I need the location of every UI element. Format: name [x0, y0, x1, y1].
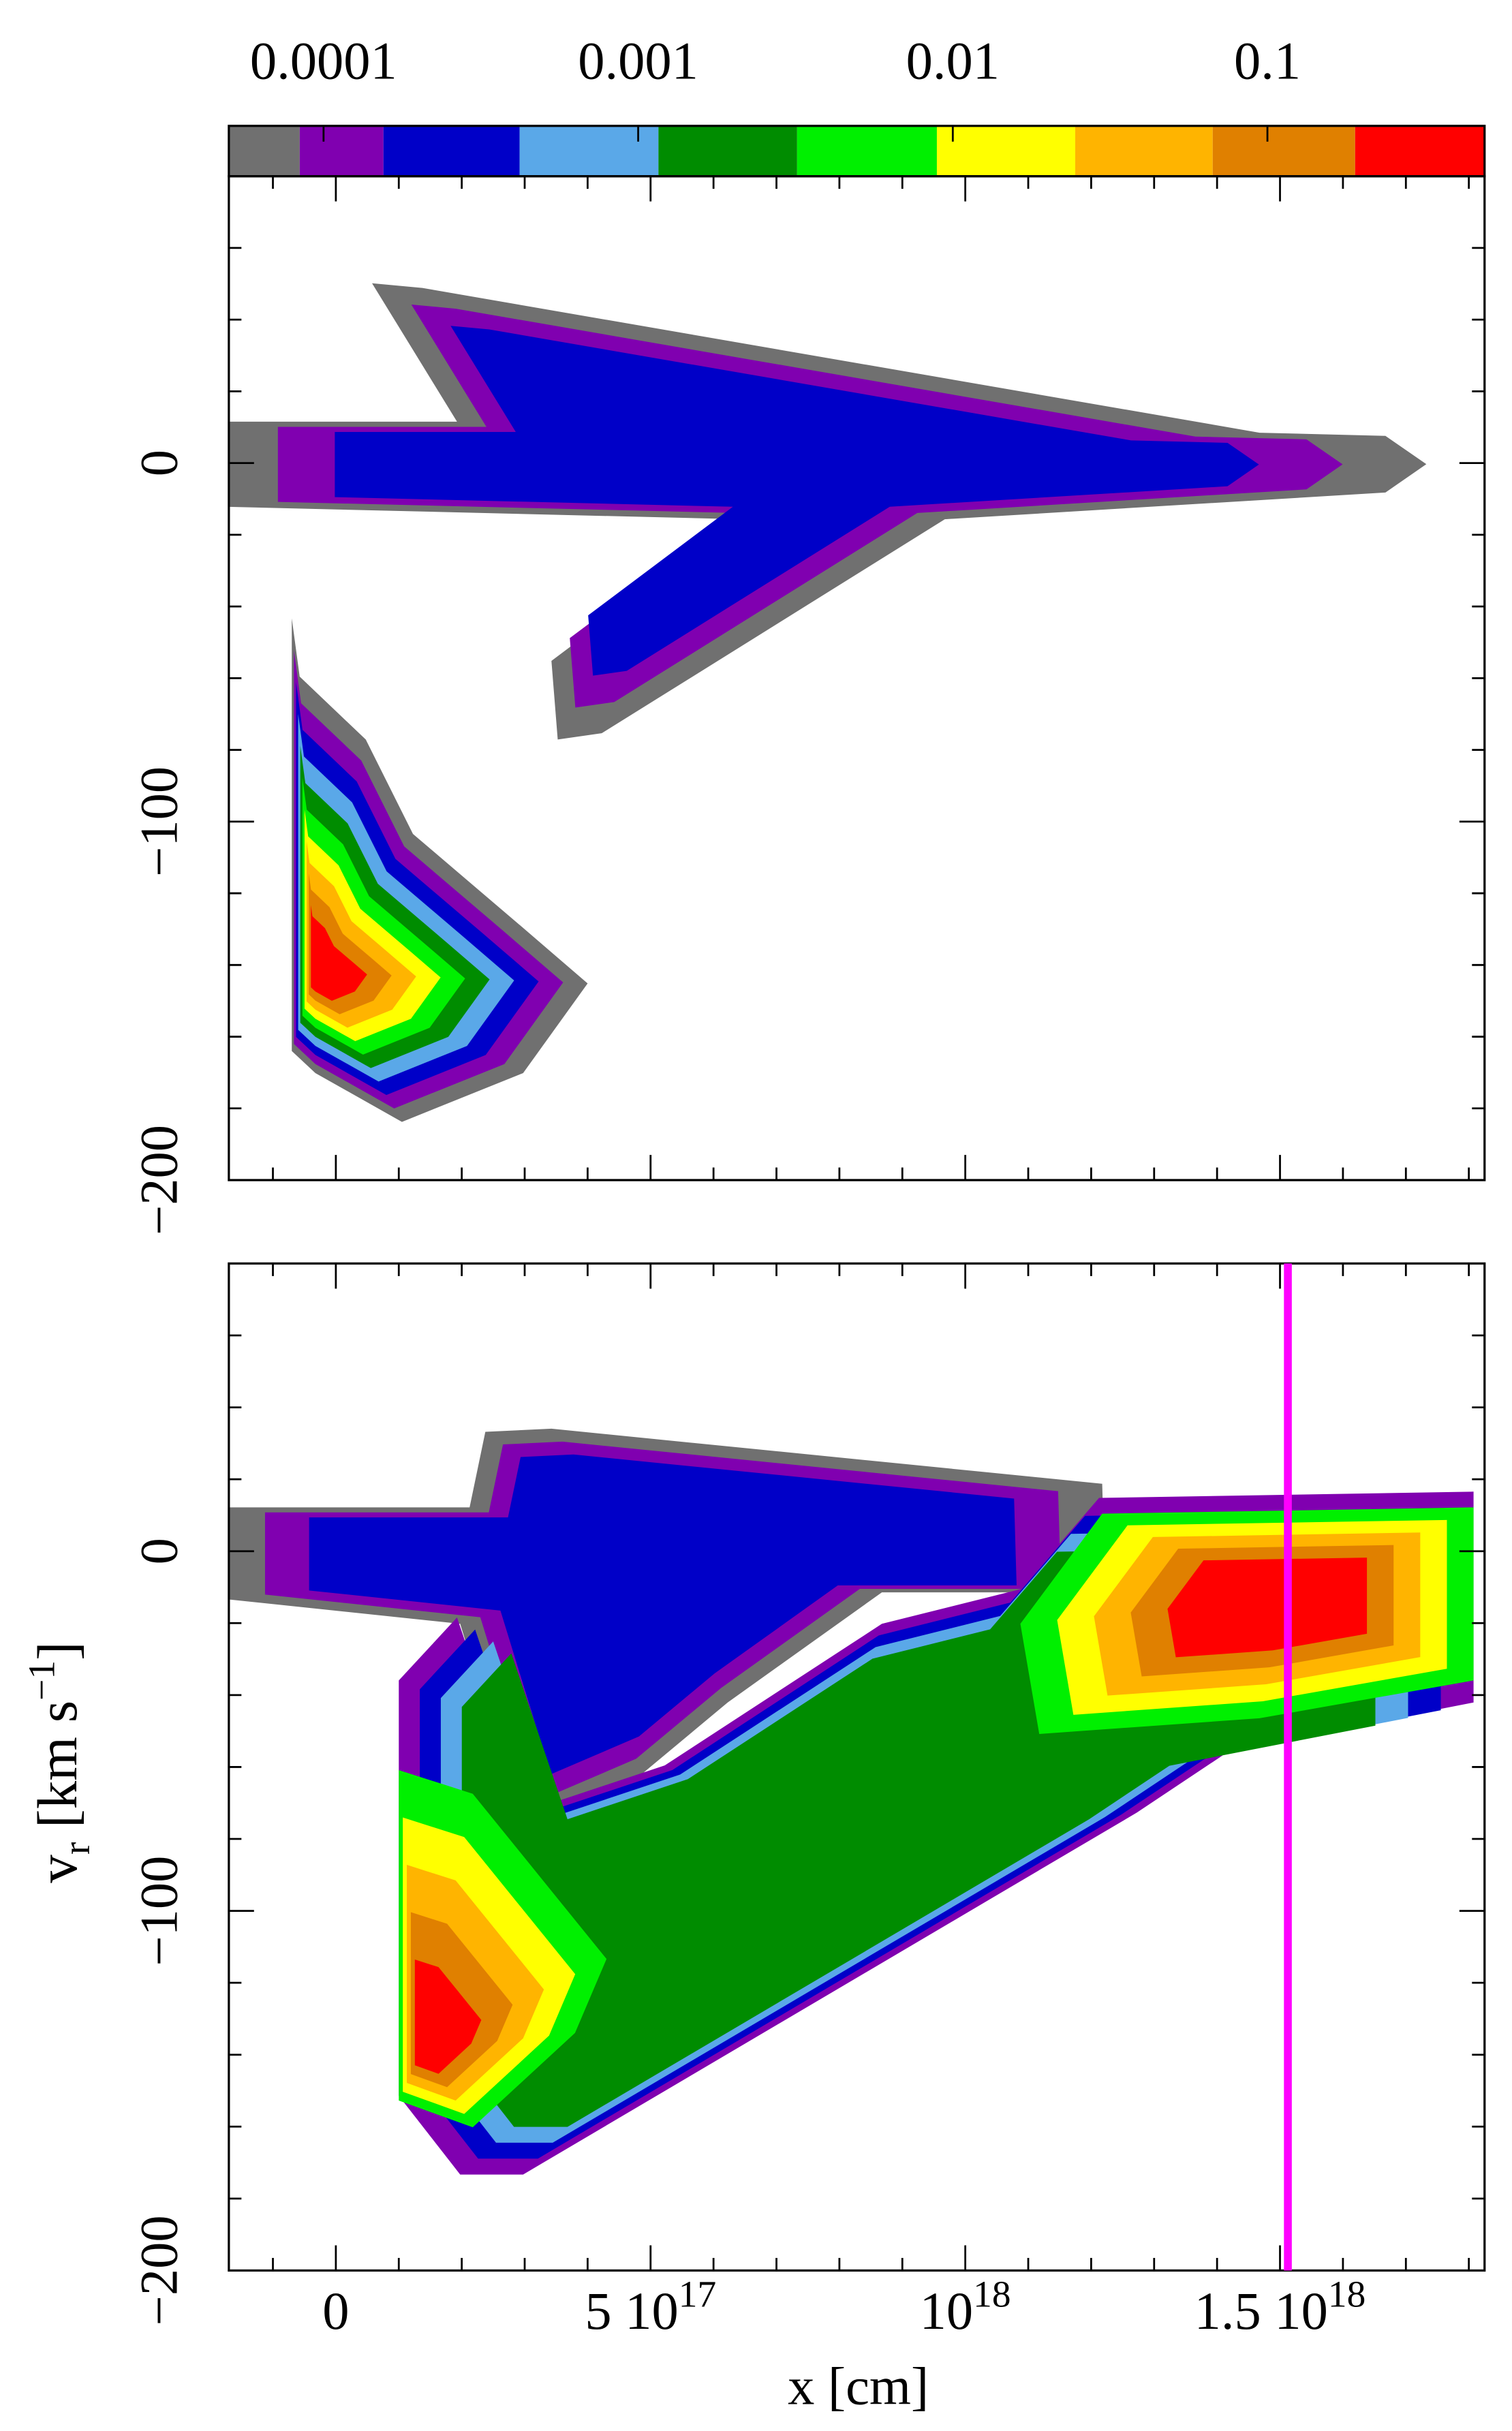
contour-plot: [228, 283, 1427, 1122]
x-tick-label: 0: [322, 2281, 349, 2340]
colorbar-band: [658, 125, 797, 176]
contour-level: [335, 326, 1259, 676]
contour-level: [309, 1454, 1017, 1775]
x-tick-label-exponent: 18: [973, 2274, 1010, 2315]
y-tick-label: −100: [129, 1856, 189, 1966]
x-tick-label: 1018: [920, 2274, 1011, 2340]
y-label-unit: [km s: [26, 1701, 89, 1842]
contour-level: [414, 1960, 482, 2074]
contour-plot: [228, 1428, 1474, 2175]
x-tick-label-exponent: 18: [1328, 2274, 1366, 2315]
colorbar-band: [1355, 125, 1485, 176]
colorbar-band: [383, 125, 520, 176]
x-tick-label-text: 1.5 10: [1194, 2281, 1328, 2340]
colorbar-band: [797, 125, 937, 176]
colorbar-tick-label: 0.01: [906, 31, 1000, 90]
colorbar-band: [228, 125, 300, 176]
x-tick-label-exponent: 17: [679, 2274, 716, 2315]
colorbar-band: [299, 125, 384, 176]
colorbar-band: [519, 125, 659, 176]
y-tick-label: −200: [129, 1125, 189, 1235]
y-tick-label: −200: [129, 2215, 189, 2325]
colorbar-tick-label: 0.0001: [250, 31, 397, 90]
x-tick-label: 1.5 1018: [1194, 2274, 1366, 2340]
x-axis-label: x [cm]: [788, 2357, 929, 2416]
y-axis-label: vr [km s−1]: [21, 1641, 97, 1883]
colorbar-tick-label: 0.1: [1234, 31, 1301, 90]
y-tick-label: −100: [129, 767, 189, 877]
contour-level: [311, 905, 367, 1001]
x-tick-label-text: 0: [322, 2281, 349, 2340]
contour-level: [1167, 1558, 1368, 1658]
x-tick-label: 5 1017: [585, 2274, 716, 2340]
colorbar-band: [936, 125, 1076, 176]
y-tick-label: 0: [129, 1538, 189, 1564]
x-tick-label-text: 10: [920, 2281, 974, 2340]
y-label-text: v: [26, 1855, 89, 1883]
x-tick-label-text: 5 10: [585, 2281, 678, 2340]
y-tick-label: 0: [129, 450, 189, 476]
colorbar-tick-label: 0.001: [578, 31, 698, 90]
colorbar-band: [1075, 125, 1213, 176]
y-label-close: ]: [26, 1641, 89, 1660]
y-label-sup: −1: [21, 1660, 63, 1701]
colorbar-band: [1212, 125, 1355, 176]
y-label-sub: r: [55, 1842, 97, 1855]
